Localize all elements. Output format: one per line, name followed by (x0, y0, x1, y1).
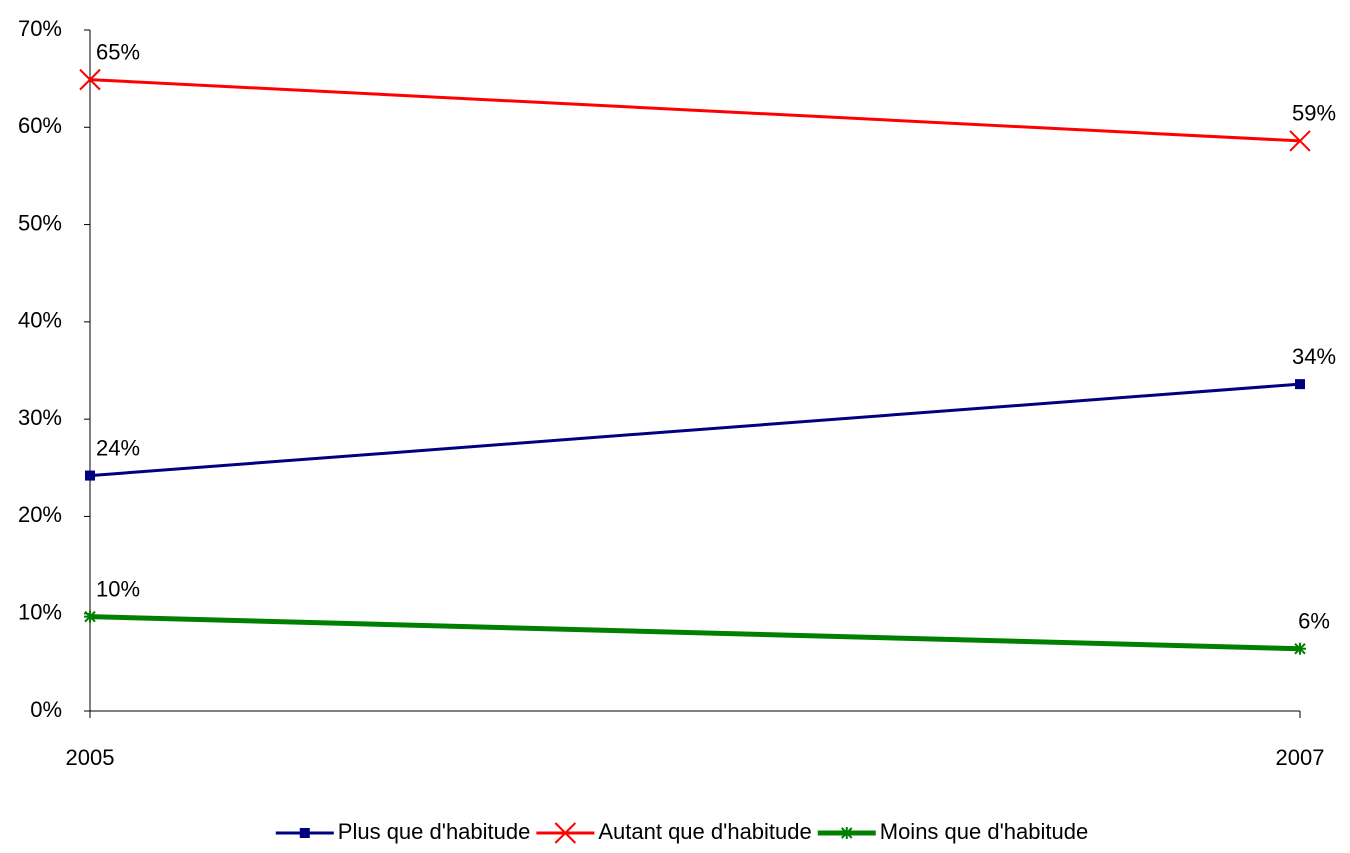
series-line (89, 382, 1301, 478)
data-point (84, 610, 96, 623)
data-point (1295, 379, 1305, 390)
data-label: 59% (1292, 101, 1336, 126)
data-label: 34% (1292, 344, 1336, 369)
legend-label: Autant que d'habitude (598, 819, 811, 844)
y-tick-label: 30% (18, 405, 62, 430)
legend-marker (299, 828, 310, 838)
series-line (89, 78, 1301, 143)
legend-marker (554, 822, 577, 844)
x-tick-label: 2007 (1276, 745, 1325, 770)
legend-label: Moins que d'habitude (880, 819, 1088, 844)
y-tick-label: 20% (18, 502, 62, 527)
y-tick-label: 10% (18, 600, 62, 625)
series-line (89, 614, 1301, 652)
legend-label: Plus que d'habitude (338, 819, 531, 844)
legend-marker (840, 827, 853, 839)
y-tick-label: 40% (18, 308, 62, 333)
data-point (85, 470, 95, 481)
data-point (1289, 130, 1311, 152)
legend: Plus que d'habitude Autant que d'habitude… (275, 819, 1088, 844)
data-point (1294, 642, 1306, 655)
y-tick-label: 50% (18, 210, 62, 235)
data-label: 6% (1298, 609, 1330, 634)
data-label: 24% (96, 435, 140, 460)
y-tick-label: 60% (18, 113, 62, 138)
y-tick-label: 0% (30, 697, 62, 722)
x-tick-label: 2005 (66, 745, 115, 770)
y-tick-label: 70% (18, 16, 62, 41)
data-label: 65% (96, 39, 140, 64)
data-label: 10% (96, 576, 140, 601)
data-point (79, 68, 101, 91)
